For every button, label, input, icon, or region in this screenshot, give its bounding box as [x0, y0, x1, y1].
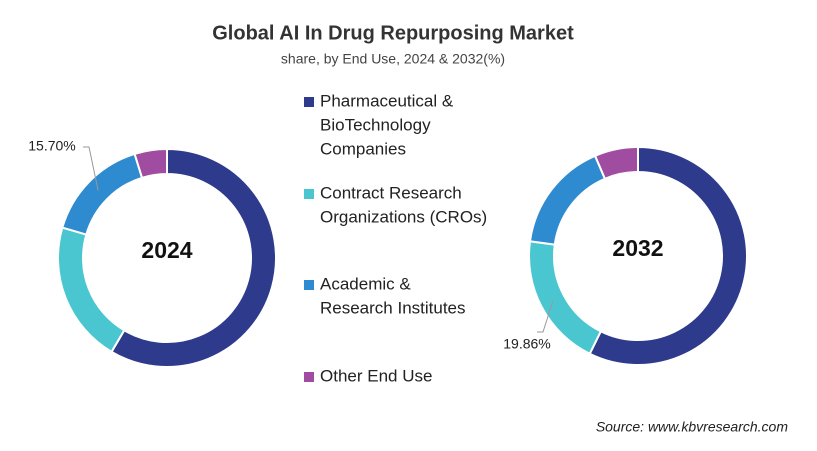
legend-label: BioTechnology: [320, 115, 431, 134]
leader-line: [83, 146, 99, 191]
donut-segment: [110, 147, 277, 368]
legend-label: Other End Use: [320, 366, 432, 385]
chart-title: Global AI In Drug Repurposing Market: [212, 22, 574, 44]
legend-label: Research Institutes: [320, 298, 466, 317]
donut-center-label: 2024: [141, 237, 192, 263]
legend-label: Pharmaceutical &: [320, 91, 454, 110]
donut-segment: [61, 152, 144, 236]
legend-label: Academic &: [320, 274, 411, 293]
legend-label: Companies: [320, 139, 406, 158]
donut-segment: [57, 226, 126, 354]
legend-label: Contract Research: [320, 183, 462, 202]
legend-swatch: [304, 97, 314, 107]
donut-segment: [588, 145, 748, 366]
chart-subtitle: share, by End Use, 2024 & 2032(%): [281, 51, 505, 67]
data-label: 19.86%: [503, 336, 550, 352]
donut-segment: [528, 154, 607, 246]
donut-segment: [593, 145, 639, 181]
legend-swatch: [304, 372, 314, 382]
data-label: 15.70%: [28, 138, 75, 154]
donut-center-label: 2032: [612, 235, 663, 261]
source: Source: www.kbvresearch.com: [596, 419, 789, 435]
legend-label: Organizations (CROs): [320, 207, 487, 226]
legend-swatch: [304, 280, 314, 290]
legend-swatch: [304, 189, 314, 199]
leader-line: [537, 301, 554, 333]
donut-segment: [133, 147, 168, 180]
